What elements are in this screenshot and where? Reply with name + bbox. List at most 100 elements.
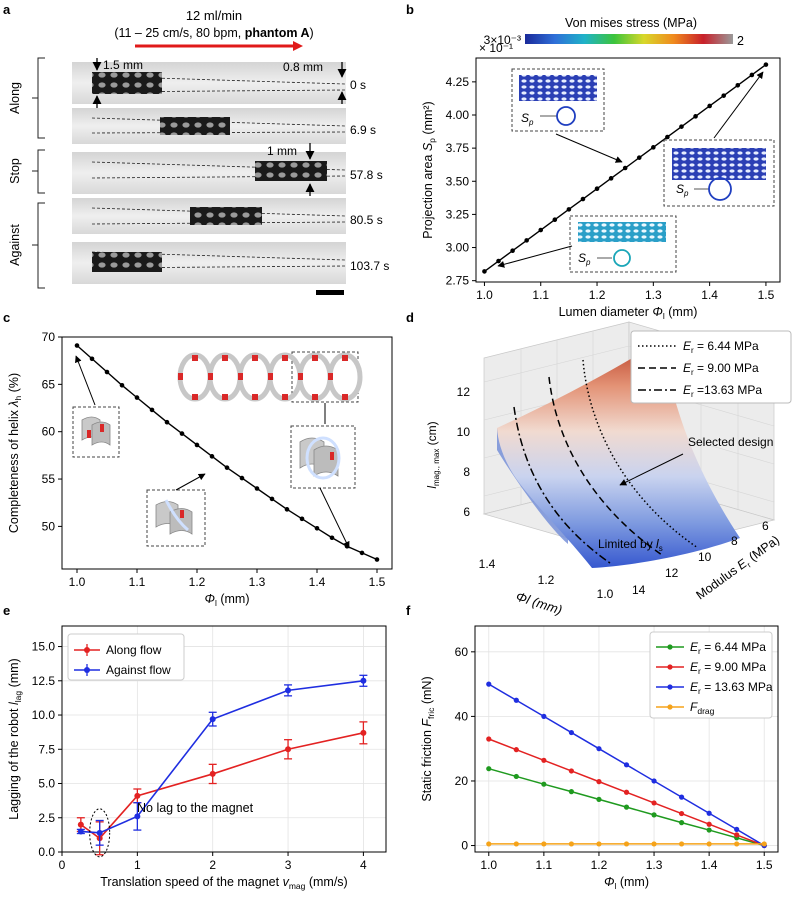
data-point: [623, 789, 630, 795]
data-point: [104, 369, 110, 375]
surface-top: [497, 340, 740, 568]
y-tick-label: 3.50: [446, 174, 470, 188]
dim-label-1mm: 1 mm: [267, 144, 297, 158]
data-point: [284, 507, 290, 512]
panel-letter-c: c: [3, 310, 10, 325]
data-point: [513, 841, 519, 847]
data-point: [96, 829, 103, 836]
y-tick-label: 10.0: [32, 708, 56, 722]
y-tick-label: 3.25: [446, 207, 470, 221]
stent-joint: [312, 394, 318, 400]
data-point: [541, 713, 547, 720]
scale-bar: [316, 290, 344, 295]
svg-text:1.4: 1.4: [479, 557, 496, 571]
x-tick-label: 1.2: [189, 575, 206, 589]
stent-joint: [178, 373, 183, 380]
data-point: [134, 395, 140, 400]
y-tick-label: 3.75: [446, 141, 470, 155]
dim-label-1-5mm: 1.5 mm: [103, 58, 143, 72]
helix-inset-left: [72, 406, 120, 458]
inset-stent-large: Sp: [663, 139, 775, 207]
svg-text:14: 14: [632, 583, 646, 597]
y-tick-label: 15.0: [32, 640, 56, 654]
stress-colorbar: [525, 34, 733, 44]
robot-frame-6-9s: [160, 117, 230, 135]
group-brackets: [32, 57, 45, 289]
legend-d-items: Er = 6.44 MPa Er = 9.00 MPa Er =13.63 MP…: [638, 339, 762, 399]
inset-stent-mid: Sp: [511, 68, 605, 132]
data-point: [596, 779, 602, 785]
legend-d-label-13-63: Er =13.63 MPa: [683, 383, 762, 399]
legend-e: Along flow Against flow: [67, 633, 185, 681]
y-tick-label: 70: [42, 330, 56, 344]
data-point: [359, 550, 365, 556]
data-point: [510, 248, 515, 254]
data-point: [179, 431, 185, 436]
x-tick-label: 1.2: [591, 858, 608, 872]
time-label: 6.9 s: [350, 123, 376, 137]
svg-text:1.0: 1.0: [597, 587, 614, 601]
curve-er-9-00: [548, 376, 663, 556]
legend-f: Er = 6.44 MPa Er = 9.00 MPa Er = 13.63 MPa…: [649, 631, 773, 719]
legend-e-marker: [84, 667, 90, 673]
time-label: 103.7 s: [350, 259, 389, 273]
data-point: [568, 768, 575, 774]
data-point: [74, 343, 80, 348]
stent-joint: [282, 355, 288, 361]
data-point: [679, 124, 684, 129]
svg-text:6: 6: [762, 519, 769, 533]
data-point: [651, 778, 657, 784]
legend-e-label: Against flow: [106, 663, 171, 677]
y-tick-label: 55: [42, 472, 56, 486]
data-point: [761, 841, 767, 847]
stent-joint: [238, 373, 243, 380]
flow-arrow-head: [293, 41, 303, 51]
y-axis-label: Lagging of the robot llag (mm): [7, 658, 23, 819]
stent-joint: [252, 355, 258, 361]
stent-joint: [222, 394, 228, 400]
x-tick-label: 1.1: [532, 288, 549, 302]
phi-ticks: 1.4 1.2 1.0: [479, 557, 614, 601]
legend-f-marker: [667, 644, 673, 650]
y-tick-label: 5.0: [38, 777, 55, 791]
data-point: [285, 687, 292, 694]
stent-model-3d: [177, 351, 363, 403]
x-tick-label: 1.5: [369, 575, 386, 589]
panel-letter-a: a: [3, 2, 11, 17]
svg-text:10: 10: [457, 425, 471, 439]
legend-f-marker: [667, 704, 673, 710]
x-tick-label: 1.0: [69, 575, 86, 589]
data-point: [77, 821, 84, 828]
data-point: [596, 746, 602, 752]
data-point: [706, 827, 712, 833]
data-point: [552, 217, 558, 223]
plot-frame: [61, 336, 393, 570]
time-label: 80.5 s: [350, 213, 383, 227]
curve-er-13-63: [513, 406, 611, 564]
data-point: [707, 103, 712, 109]
stent-joint: [312, 355, 318, 361]
stent-joint: [342, 394, 348, 400]
plot-frame: [474, 625, 779, 853]
x-tick-label: 1.5: [756, 858, 773, 872]
data-point: [665, 134, 670, 140]
data-point: [194, 442, 200, 448]
data-point: [486, 681, 492, 687]
x-tick-label: 1.4: [309, 575, 326, 589]
data-point: [678, 794, 685, 800]
data-point: [678, 810, 685, 817]
data-point: [541, 757, 547, 763]
inset-sp-label: Sp: [676, 182, 689, 198]
data-point: [149, 407, 155, 413]
data-point: [651, 145, 656, 150]
data-point: [513, 697, 519, 703]
stent-cell: [177, 352, 213, 402]
stent-joint: [328, 373, 333, 380]
legend-e-marker: [84, 647, 90, 653]
x-tick-label: 1.0: [476, 288, 493, 302]
x-tick-label: 3: [285, 858, 292, 872]
flow-rate-label: 12 ml/min: [186, 8, 242, 23]
data-point: [568, 729, 575, 736]
x-tick-label: 1.5: [758, 288, 775, 302]
x-tick-label: 1.2: [589, 288, 606, 302]
